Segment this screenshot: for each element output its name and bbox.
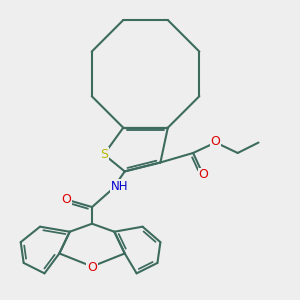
Text: O: O bbox=[199, 168, 208, 181]
Text: S: S bbox=[100, 148, 108, 161]
Text: O: O bbox=[87, 262, 97, 275]
Text: NH: NH bbox=[111, 180, 128, 193]
Text: O: O bbox=[211, 135, 220, 148]
Text: O: O bbox=[61, 193, 71, 206]
